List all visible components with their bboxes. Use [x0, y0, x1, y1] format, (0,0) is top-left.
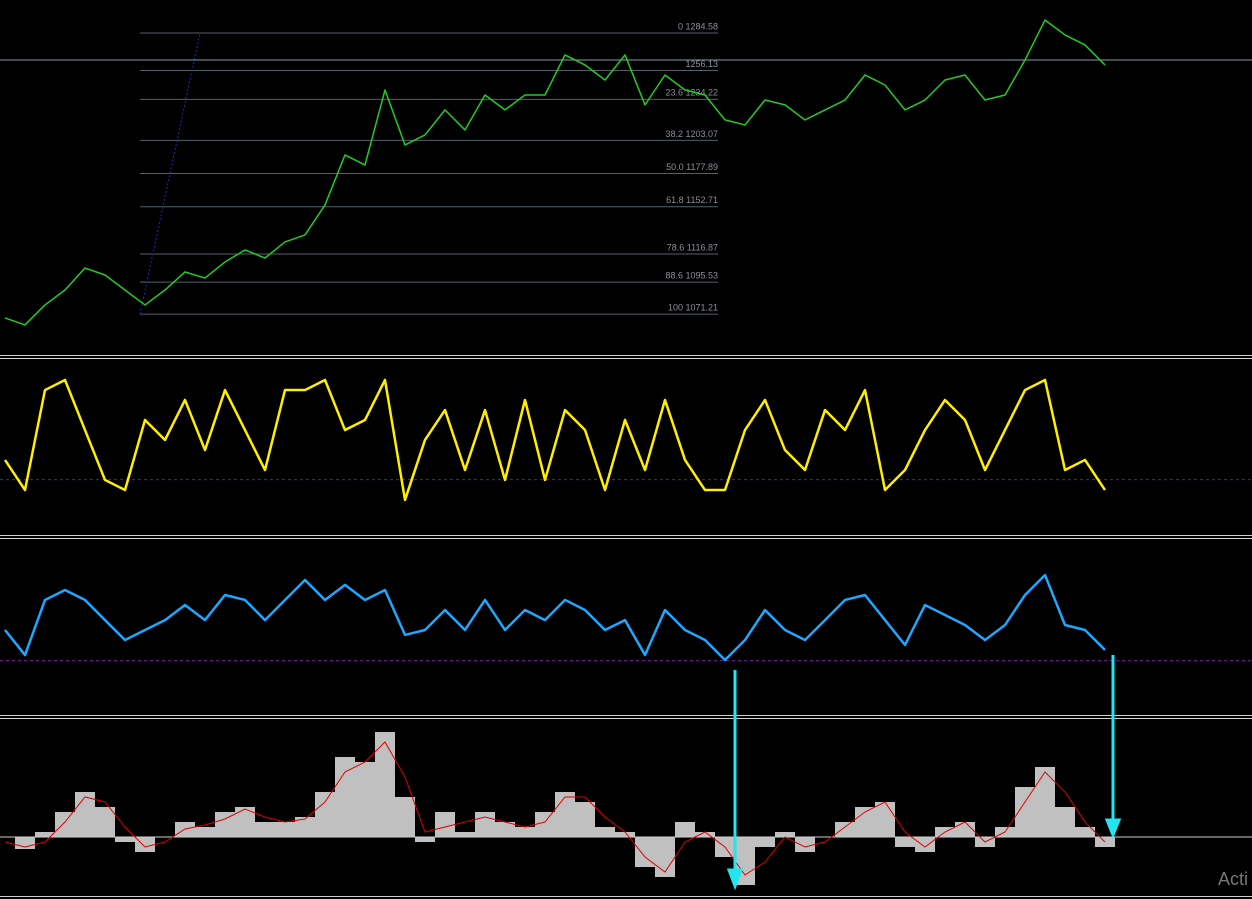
- histogram-bar: [915, 837, 935, 852]
- fib-label: 50.0 1177.89: [666, 162, 718, 172]
- histogram-bar: [275, 822, 295, 837]
- histogram-bar: [1055, 807, 1075, 837]
- histogram-bar: [835, 822, 855, 837]
- histogram-bar: [295, 817, 315, 837]
- histogram-bar: [595, 827, 615, 837]
- histogram-bar: [755, 837, 775, 847]
- series-line: [3, 378, 1107, 502]
- fib-label: 23.6 1234.22: [665, 88, 718, 98]
- histogram-bar: [255, 822, 275, 837]
- histogram-bar: [495, 822, 515, 837]
- histogram-bar: [535, 812, 555, 837]
- separators: [0, 355, 1252, 897]
- histogram-bar: [215, 812, 235, 837]
- arrow-head: [1104, 818, 1122, 840]
- arrows: [726, 655, 1122, 891]
- histogram-bar: [135, 837, 155, 852]
- fib-label: 0 1284.58: [678, 21, 718, 31]
- histogram-bar: [875, 802, 895, 837]
- histogram-bar: [615, 832, 635, 837]
- series-line: [4, 19, 1106, 326]
- fib-label: 88.6 1095.53: [665, 270, 718, 280]
- histogram-bar: [415, 837, 435, 842]
- fib-label: 1256.13: [685, 59, 718, 69]
- histogram-bar: [675, 822, 695, 837]
- histogram-bar: [455, 832, 475, 837]
- series-line: [4, 573, 1106, 662]
- fib-label: 78.6 1116.87: [667, 242, 718, 252]
- histogram-bar: [555, 792, 575, 837]
- histogram-bar: [335, 757, 355, 837]
- fib-label: 100 1071.21: [668, 303, 718, 313]
- histogram-bar: [775, 832, 795, 837]
- histogram-bar: [115, 837, 135, 842]
- histogram-bar: [35, 832, 55, 837]
- histogram-bar: [635, 837, 655, 867]
- histogram-bar: [1075, 827, 1095, 837]
- histogram-bar: [435, 812, 455, 837]
- histogram-bar: [475, 812, 495, 837]
- histogram-bar: [515, 827, 535, 837]
- histogram-bar: [315, 792, 335, 837]
- histogram-bar: [195, 827, 215, 837]
- fib-label: 61.8 1152.71: [666, 195, 718, 205]
- arrow-head: [726, 868, 744, 891]
- signal-line: [4, 741, 1106, 876]
- histogram-bar: [355, 762, 375, 837]
- histogram-bar: [895, 837, 915, 847]
- histogram-bar: [575, 802, 595, 837]
- histogram-bar: [955, 822, 975, 837]
- histogram-bar: [695, 832, 715, 837]
- histogram-bar: [655, 837, 675, 877]
- histogram-bar: [95, 807, 115, 837]
- histogram-bar: [55, 812, 75, 837]
- histogram-bar: [1035, 767, 1055, 837]
- histogram-bar: [395, 797, 415, 837]
- histogram-bar: [375, 732, 395, 837]
- marks: 0 1284.58 1256.13 23.6 1234.22 38.2 1203.07…: [0, 19, 1252, 885]
- watermark: Acti: [1218, 869, 1248, 889]
- histogram-bar: [855, 807, 875, 837]
- fib-label: 38.2 1203.07: [665, 129, 718, 139]
- histogram-bar: [235, 807, 255, 837]
- histogram-bar: [795, 837, 815, 852]
- histogram-bar: [1015, 787, 1035, 837]
